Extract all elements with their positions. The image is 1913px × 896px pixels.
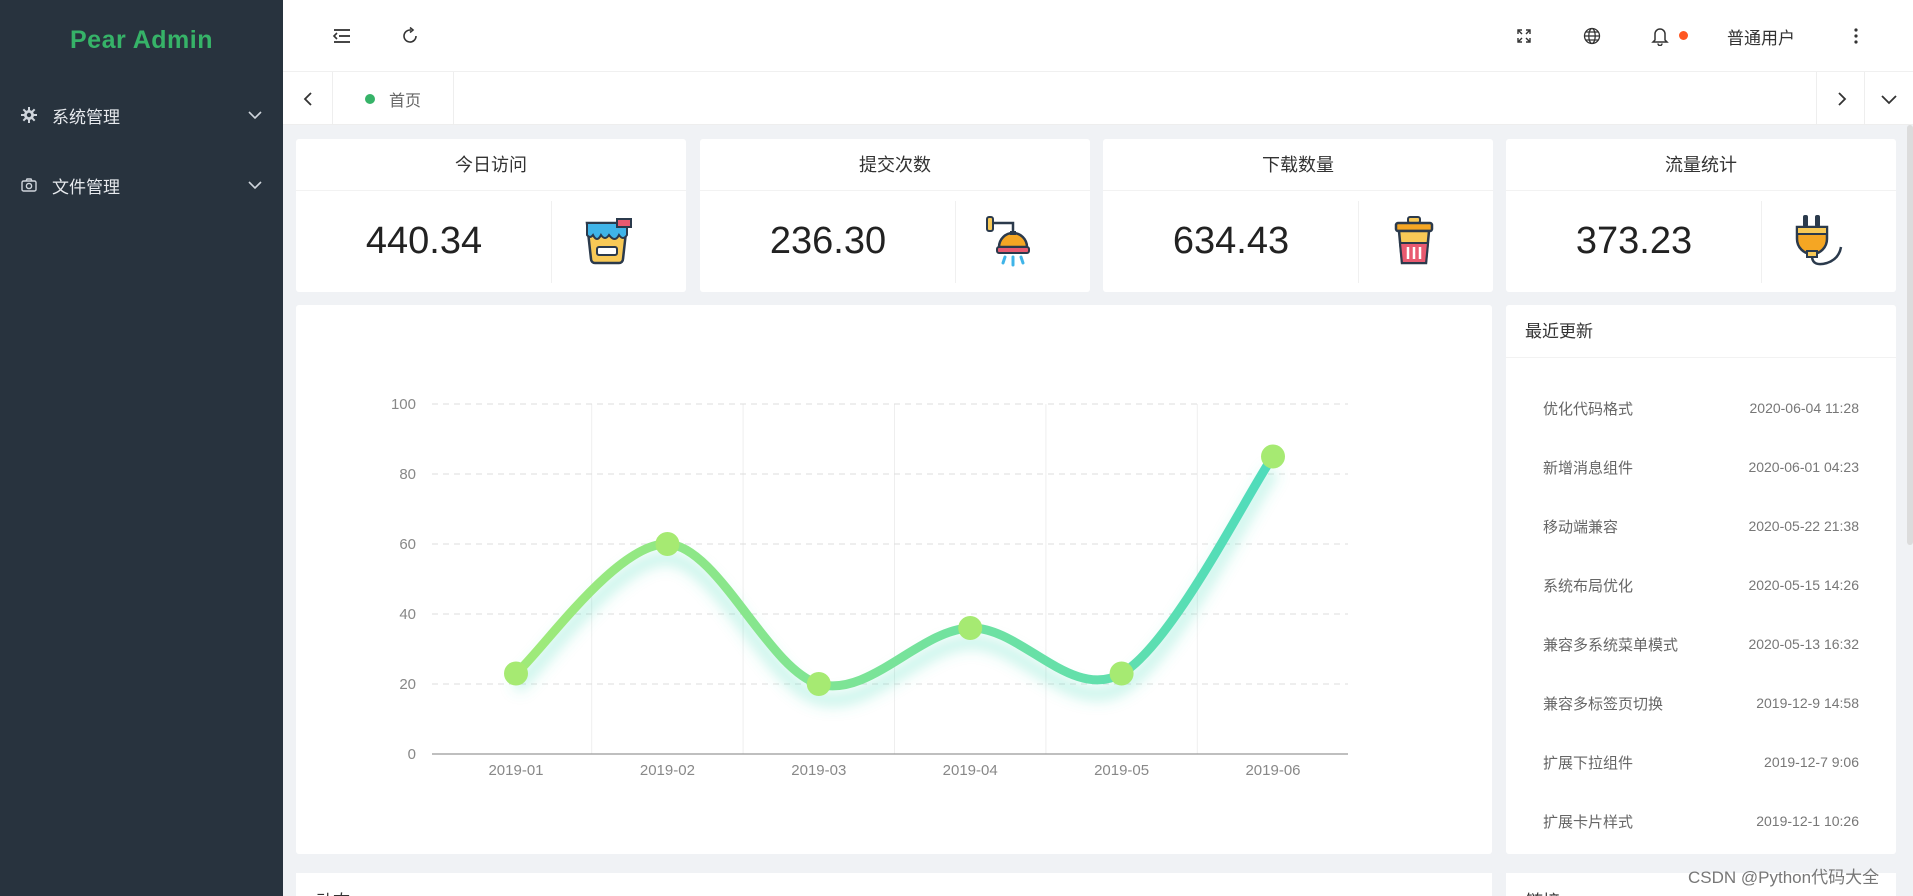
top-header: 普通用户 <box>283 0 1913 72</box>
page-scrollbar[interactable] <box>1907 125 1913 545</box>
update-label: 扩展卡片样式 <box>1543 813 1634 831</box>
update-label: 兼容多系统菜单模式 <box>1543 636 1679 654</box>
activity-card: 动态 <box>296 873 1492 896</box>
tab-scroll-right-button[interactable] <box>1816 72 1866 125</box>
x-tick-label: 2019-06 <box>1245 762 1300 779</box>
list-item[interactable]: 扩展卡片样式 2019-12-1 10:26 <box>1543 806 1859 836</box>
fullscreen-icon[interactable] <box>1510 22 1538 50</box>
notification-badge <box>1679 31 1688 40</box>
stat-card-downloads: 下载数量 634.43 <box>1103 139 1493 292</box>
update-date: 2020-06-01 04:23 <box>1748 459 1859 475</box>
update-label: 移动端兼容 <box>1543 518 1619 536</box>
sidebar: Pear Admin 系统管理 文件管理 <box>0 0 283 896</box>
stat-card-traffic: 流量统计 373.23 <box>1506 139 1896 292</box>
tab-home[interactable]: 首页 <box>333 72 454 125</box>
update-label: 系统布局优化 <box>1543 577 1634 595</box>
stat-title: 流量统计 <box>1506 139 1896 191</box>
line-chart-card: 0 20 40 60 80 100 2019-01 2019-02 2019-03 2019-04… <box>296 305 1492 854</box>
update-date: 2020-05-13 16:32 <box>1748 636 1859 652</box>
x-tick-label: 2019-02 <box>640 762 695 779</box>
stat-value: 373.23 <box>1575 220 1693 262</box>
stat-title: 提交次数 <box>700 139 1090 191</box>
data-point <box>655 532 680 556</box>
update-label: 优化代码格式 <box>1543 400 1634 418</box>
x-tick-label: 2019-05 <box>1094 762 1149 779</box>
list-item[interactable]: 新增消息组件 2020-06-01 04:23 <box>1543 452 1859 482</box>
series-line <box>511 452 1278 691</box>
links-card: 链接 <box>1506 873 1896 896</box>
update-label: 新增消息组件 <box>1543 459 1634 477</box>
stat-value: 440.34 <box>365 220 483 262</box>
y-tick-label: 0 <box>408 746 416 763</box>
update-date: 2020-05-22 21:38 <box>1748 518 1859 534</box>
stat-title: 今日访问 <box>296 139 686 191</box>
x-tick-label: 2019-01 <box>488 762 543 779</box>
list-item[interactable]: 系统布局优化 2020-05-15 14:26 <box>1543 570 1859 600</box>
tab-options-dropdown[interactable] <box>1864 72 1913 125</box>
links-title: 链接 <box>1526 892 1560 896</box>
paint-bucket-icon <box>585 218 632 265</box>
y-tick-label: 20 <box>399 676 416 693</box>
series-line-shadow <box>511 467 1278 706</box>
update-date: 2019-12-9 14:58 <box>1756 695 1859 711</box>
update-date: 2019-12-7 9:06 <box>1764 754 1859 770</box>
x-tick-label: 2019-03 <box>791 762 846 779</box>
tab-label: 首页 <box>388 92 421 110</box>
chevron-down-icon <box>248 111 262 120</box>
line-chart: 0 20 40 60 80 100 2019-01 2019-02 2019-03 2019-04… <box>391 396 1348 779</box>
watermark: CSDN @Python代码大全 <box>1688 868 1880 887</box>
stat-card-submits: 提交次数 236.30 <box>700 139 1090 292</box>
data-point <box>504 661 528 686</box>
data-point <box>1109 661 1134 686</box>
more-vertical-icon[interactable] <box>1842 22 1870 50</box>
y-tick-label: 40 <box>399 606 416 623</box>
trash-bin-icon <box>1394 216 1434 265</box>
y-tick-label: 80 <box>399 466 416 483</box>
globe-icon[interactable] <box>1578 22 1606 50</box>
sidebar-item-system[interactable]: 系统管理 <box>0 80 283 150</box>
update-label: 扩展下拉组件 <box>1543 754 1634 772</box>
list-item[interactable]: 扩展下拉组件 2019-12-7 9:06 <box>1543 747 1859 777</box>
list-item[interactable]: 兼容多系统菜单模式 2020-05-13 16:32 <box>1543 629 1859 659</box>
update-date: 2020-06-04 11:28 <box>1749 400 1860 416</box>
recent-updates-title: 最近更新 <box>1506 305 1896 358</box>
list-item[interactable]: 优化代码格式 2020-06-04 11:28 <box>1543 393 1859 423</box>
x-tick-label: 2019-04 <box>943 762 998 779</box>
recent-updates-card: 最近更新 优化代码格式 2020-06-04 11:28 新增消息组件 2020-06… <box>1506 305 1896 854</box>
chevron-down-icon <box>248 181 262 190</box>
tab-bar: 首页 <box>283 72 1913 125</box>
update-label: 兼容多标签页切换 <box>1543 695 1664 713</box>
stat-title: 下载数量 <box>1103 139 1493 191</box>
y-tick-label: 100 <box>391 396 416 413</box>
app-logo[interactable]: Pear Admin <box>69 25 213 54</box>
list-item[interactable]: 移动端兼容 2020-05-22 21:38 <box>1543 511 1859 541</box>
shower-icon <box>986 216 1030 267</box>
stat-value: 634.43 <box>1172 220 1290 262</box>
bell-icon[interactable] <box>1646 22 1674 50</box>
data-point <box>1261 444 1285 469</box>
list-item[interactable]: 兼容多标签页切换 2019-12-9 14:58 <box>1543 688 1859 718</box>
plug-icon <box>1795 215 1843 266</box>
activity-title: 动态 <box>316 892 350 896</box>
sidebar-item-label: 系统管理 <box>52 107 120 127</box>
refresh-icon[interactable] <box>396 22 424 50</box>
tab-scroll-left-button[interactable] <box>283 72 333 125</box>
data-point <box>958 616 983 640</box>
camera-icon <box>20 176 38 194</box>
active-tab-dot <box>364 93 375 104</box>
update-date: 2020-05-15 14:26 <box>1748 577 1859 593</box>
y-tick-label: 60 <box>399 536 416 553</box>
user-name[interactable]: 普通用户 <box>1727 29 1795 48</box>
sidebar-item-files[interactable]: 文件管理 <box>0 150 283 220</box>
stat-card-visits: 今日访问 440.34 <box>296 139 686 292</box>
update-date: 2019-12-1 10:26 <box>1756 813 1859 829</box>
data-point <box>806 672 831 696</box>
gear-icon <box>20 106 38 124</box>
menu-fold-icon[interactable] <box>328 22 356 50</box>
stat-value: 236.30 <box>769 220 887 262</box>
sidebar-item-label: 文件管理 <box>52 177 120 197</box>
